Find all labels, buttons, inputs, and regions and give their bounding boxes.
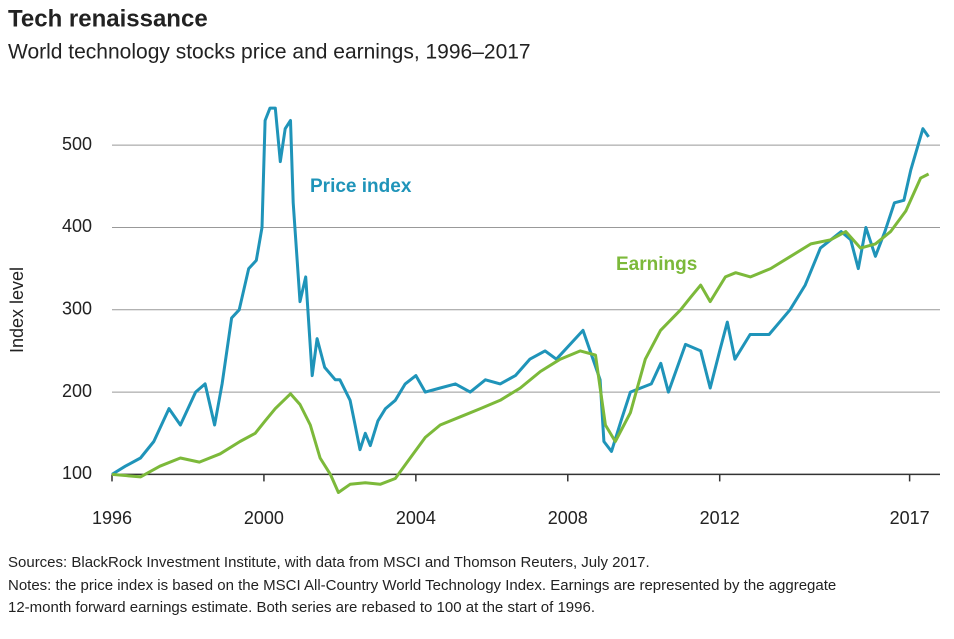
y-axis-label: Index level [7,267,27,353]
notes: Notes: the price index is based on the M… [8,577,836,594]
y-tick-label: 400 [62,216,92,236]
x-tick-label: 1996 [92,508,132,528]
x-tick-label: 2017 [890,508,930,528]
sources: Sources: BlackRock Investment Institute,… [8,554,650,571]
chart-subtitle: World technology stocks price and earnin… [8,41,531,64]
x-tick-label: 2008 [548,508,588,528]
y-tick-label: 200 [62,381,92,401]
x-tick-label: 2004 [396,508,436,528]
x-tick-label: 2012 [700,508,740,528]
x-tick-label: 2000 [244,508,284,528]
y-tick-label: 500 [62,134,92,154]
notes: 12-month forward earnings estimate. Both… [8,599,595,616]
series-label: Price index [310,176,412,197]
y-tick-label: 100 [62,463,92,483]
y-tick-label: 300 [62,299,92,319]
series-label: Earnings [616,254,697,275]
chart-title: Tech renaissance [8,5,208,32]
series-line [111,106,930,476]
series-line [111,172,930,494]
